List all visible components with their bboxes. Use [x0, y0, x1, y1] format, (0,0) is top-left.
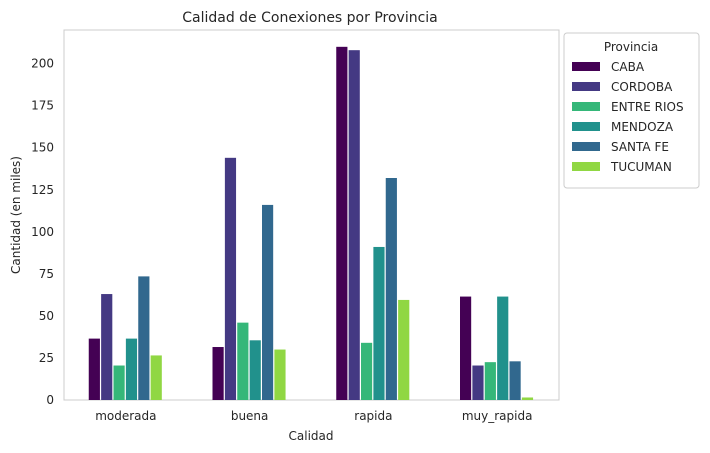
legend-label: ENTRE RIOS	[611, 100, 684, 114]
bar-entre-rios-rapida	[361, 342, 373, 400]
legend: Provincia CABA CORDOBA ENTRE RIOS MENDOZA SA…	[563, 32, 700, 189]
bar-cordoba-muy-rapida	[472, 365, 484, 400]
bar-tucuman-moderada	[150, 355, 162, 400]
x-tick-label: rapida	[354, 409, 392, 423]
bar-mendoza-buena	[249, 340, 261, 400]
legend-title: Provincia	[604, 40, 658, 54]
y-tick-label: 50	[39, 309, 54, 323]
bar-caba-moderada	[88, 338, 100, 400]
legend-swatch-mendoza	[572, 122, 600, 131]
x-tick-label: moderada	[95, 409, 156, 423]
bar-cordoba-rapida	[348, 50, 360, 401]
bar-mendoza-moderada	[125, 338, 138, 400]
legend-swatch-tucuman	[572, 162, 600, 171]
bar-santa-fe-muy-rapida	[509, 361, 521, 400]
y-tick-label: 75	[39, 267, 54, 281]
bar-caba-buena	[212, 347, 224, 400]
x-tick-label: buena	[231, 409, 269, 423]
legend-swatch-caba	[572, 62, 600, 71]
bar-santa-fe-buena	[262, 204, 274, 400]
plot-frame	[63, 29, 560, 401]
legend-swatch-cordoba	[572, 82, 600, 91]
y-axis-ticks: 0 25 50 75 100 125 150 175 200	[31, 57, 54, 407]
bar-entre-rios-moderada	[113, 365, 125, 400]
legend-items: CABA CORDOBA ENTRE RIOS MENDOZA SANTA FE TUCU…	[572, 60, 684, 174]
bar-entre-rios-muy-rapida	[484, 362, 496, 400]
x-axis-ticks: moderada buena rapida muy_rapida	[95, 409, 532, 423]
bar-santa-fe-rapida	[385, 178, 397, 400]
y-tick-label: 100	[31, 225, 54, 239]
legend-label: CABA	[611, 60, 645, 74]
x-axis-title: Calidad	[289, 429, 334, 443]
y-axis-title: Cantidad (en miles)	[9, 156, 23, 274]
legend-label: CORDOBA	[611, 80, 673, 94]
legend-swatch-entre-rios	[572, 102, 600, 111]
bar-cordoba-moderada	[101, 294, 113, 400]
bar-mendoza-muy-rapida	[497, 296, 509, 400]
bar-mendoza-rapida	[373, 246, 385, 400]
bar-caba-rapida	[336, 46, 348, 400]
y-tick-label: 150	[31, 141, 54, 155]
x-tick-label: muy_rapida	[462, 409, 533, 423]
bars-layer	[88, 46, 534, 401]
y-tick-label: 175	[31, 99, 54, 113]
bar-tucuman-rapida	[398, 299, 410, 400]
bar-cordoba-buena	[224, 157, 237, 400]
y-tick-label: 25	[39, 351, 54, 365]
bar-entre-rios-buena	[237, 322, 249, 400]
bar-tucuman-muy-rapida	[521, 397, 534, 400]
y-tick-label: 200	[31, 57, 54, 71]
legend-swatch-santa-fe	[572, 142, 600, 151]
legend-label: TUCUMAN	[610, 160, 672, 174]
chart-title: Calidad de Conexiones por Provincia	[182, 10, 438, 26]
bar-santa-fe-moderada	[138, 276, 150, 400]
y-tick-label: 0	[46, 393, 54, 407]
legend-label: MENDOZA	[611, 120, 674, 134]
bar-caba-muy-rapida	[460, 296, 472, 400]
y-tick-label: 125	[31, 183, 54, 197]
bar-tucuman-buena	[274, 349, 286, 400]
legend-label: SANTA FE	[611, 140, 669, 154]
